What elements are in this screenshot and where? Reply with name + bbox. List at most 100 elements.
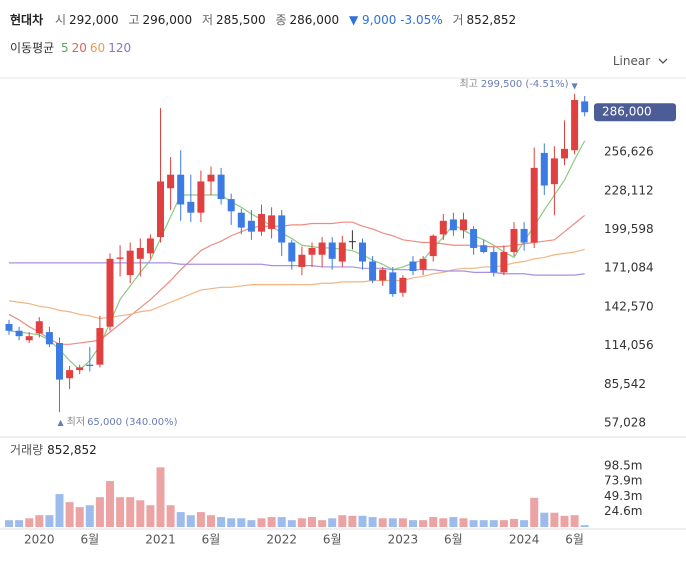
candle-body	[15, 330, 23, 337]
candle-body	[5, 323, 13, 331]
volume-tick-label: 98.5m	[604, 458, 642, 472]
volume-bar	[398, 518, 407, 527]
high-annotation: 최고 299,500 (-4.51%)	[459, 78, 568, 90]
volume-label: 거	[452, 13, 464, 27]
candle-body	[581, 101, 589, 113]
volume-bar	[247, 520, 256, 527]
close-label: 종	[275, 13, 287, 27]
candle-body	[460, 219, 467, 231]
volume-bar	[277, 517, 286, 527]
high-label: 고	[128, 13, 140, 27]
candle-body	[278, 215, 286, 243]
volume-title-label: 거래량	[10, 443, 43, 457]
volume-bar	[126, 497, 135, 527]
volume-bar	[217, 517, 226, 527]
low-marker: ▲	[58, 418, 65, 427]
volume-bar	[166, 505, 175, 527]
x-tick-label: 6월	[444, 533, 463, 547]
x-tick-label: 2024	[509, 533, 540, 547]
volume-bar	[358, 515, 367, 527]
candle-body	[116, 257, 124, 259]
candle-body	[207, 174, 215, 182]
volume-bar	[146, 505, 155, 527]
volume-bar	[459, 518, 468, 527]
candle-body	[45, 332, 53, 345]
volume-bar	[156, 467, 165, 527]
volume-bar	[368, 517, 377, 527]
quote-header: 현대차 시 292,000 고 296,000 저 285,500 종 286,000 …	[10, 11, 522, 28]
ma-legend-entry: 5	[61, 41, 69, 55]
x-tick-label: 2021	[145, 533, 176, 547]
volume-bar	[287, 520, 296, 527]
ma-line	[8, 140, 586, 371]
x-tick-label: 6월	[202, 533, 221, 547]
candle-body	[268, 215, 276, 229]
ma-legend-entry: 120	[108, 41, 132, 55]
ma-line	[8, 214, 586, 345]
candle-body	[318, 242, 326, 255]
chevron[interactable]	[658, 57, 668, 65]
candle-body	[258, 214, 265, 232]
high-prefix: 최고	[459, 78, 477, 90]
candle-body	[197, 181, 205, 213]
candle-body	[449, 219, 457, 231]
volume-bar	[439, 518, 448, 527]
candle-body	[419, 258, 427, 270]
volume-bar	[338, 515, 347, 527]
candle-body	[470, 228, 478, 248]
change-pct: -3.05%	[400, 13, 443, 27]
candle-body	[86, 364, 94, 367]
scale-mode[interactable]: Linear	[612, 54, 651, 68]
volume-bar	[45, 515, 54, 527]
volume-bar	[499, 520, 508, 527]
volume-bar	[550, 512, 559, 527]
x-tick-label: 2022	[266, 533, 297, 547]
high-marker: ▼	[572, 81, 579, 90]
volume-bar	[479, 520, 488, 527]
volume-bar	[449, 517, 458, 527]
candle-body	[530, 167, 538, 243]
candle-body	[490, 252, 498, 273]
candle-body	[146, 238, 154, 254]
volume-bar	[520, 520, 529, 527]
candle-body	[369, 261, 377, 281]
volume-bar	[85, 505, 94, 527]
candle-body	[500, 252, 508, 273]
volume-bar	[378, 518, 387, 527]
volume-bar	[489, 520, 498, 527]
y-tick-label: 57,028	[604, 416, 646, 430]
low-text: 65,000 (340.00%)	[87, 417, 178, 428]
volume-last: 852,852	[47, 443, 97, 457]
candle-body	[217, 174, 225, 200]
ma-title: 이동평균	[10, 41, 55, 55]
volume-bar	[530, 497, 539, 527]
volume-bar	[297, 518, 306, 527]
x-tick-label: 2020	[24, 533, 55, 547]
volume-bar	[106, 481, 114, 527]
candle-body	[540, 152, 548, 186]
high-text: 299,500 (-4.51%)	[481, 79, 569, 90]
x-tick-label: 6월	[323, 533, 342, 547]
y-tick-label: 85,542	[604, 377, 646, 391]
y-tick-label: 199,598	[604, 222, 654, 236]
volume-tick-label: 73.9m	[604, 474, 642, 488]
low-label: 저	[201, 13, 213, 27]
candle-body	[288, 242, 296, 262]
volume-bar	[196, 512, 205, 527]
volume-tick-label: 49.3m	[604, 489, 642, 503]
open-value: 292,000	[69, 13, 119, 27]
low-prefix: 최저	[67, 416, 85, 428]
volume-bar	[388, 518, 397, 527]
x-tick-label: 6월	[565, 533, 584, 547]
volume-bar	[75, 507, 84, 527]
candle-body	[338, 242, 346, 262]
volume-bar	[186, 515, 195, 527]
volume-bar	[136, 500, 145, 527]
scale-dropdown[interactable]: Linear	[612, 54, 668, 68]
volume-bar	[540, 512, 549, 527]
ma-legend-entry: 60	[89, 41, 106, 55]
y-tick-label: 171,084	[604, 261, 654, 275]
volume-bar	[318, 520, 327, 527]
